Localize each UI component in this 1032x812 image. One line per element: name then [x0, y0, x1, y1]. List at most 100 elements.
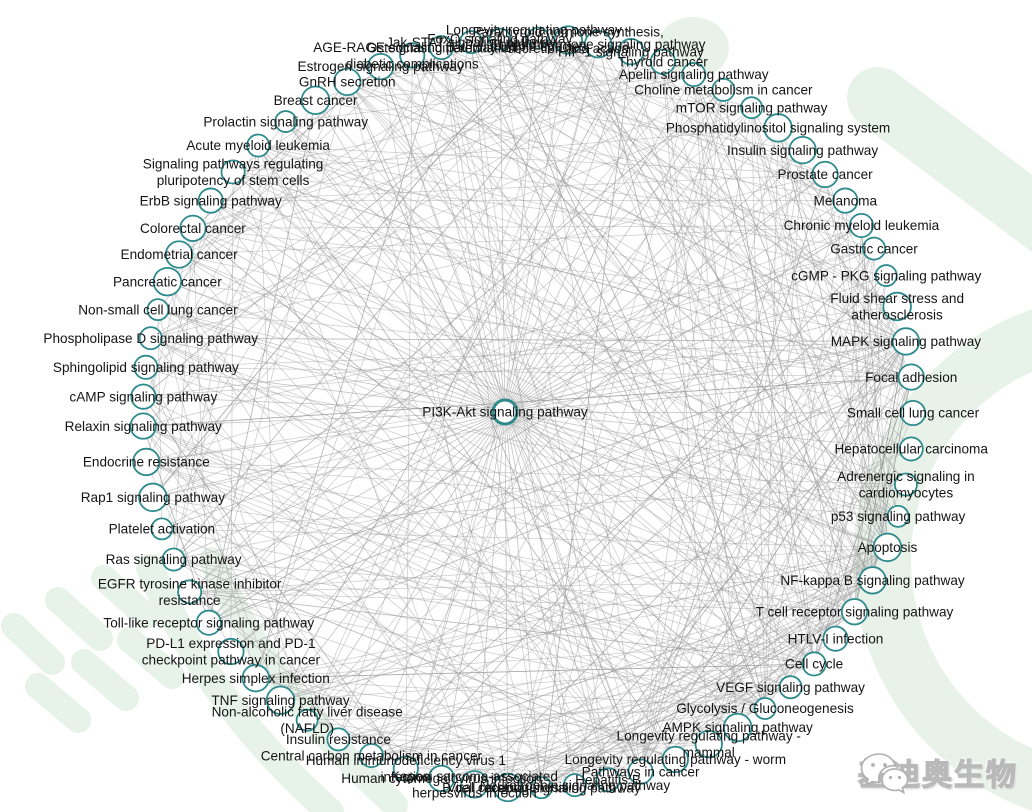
edge — [150, 337, 815, 665]
pathway-node-label: Gastric cancer — [830, 241, 918, 256]
edge — [257, 145, 899, 517]
edge — [347, 81, 907, 342]
pathway-node-label: Prostate cancer — [777, 167, 873, 182]
pathway-node — [493, 772, 523, 803]
edge — [861, 225, 888, 548]
edge — [380, 66, 912, 378]
edge — [380, 66, 752, 109]
edge — [255, 579, 873, 679]
pathway-node — [822, 625, 849, 652]
edge — [405, 248, 875, 769]
pathway-node — [217, 637, 245, 666]
edge — [145, 81, 348, 463]
edge — [152, 496, 855, 613]
pathway-node-label: Insulin signaling pathway — [727, 143, 878, 158]
pathway-node-label: mTOR signaling pathway — [676, 100, 828, 115]
pathway-node-label: Apoptosis — [858, 540, 918, 555]
edge — [813, 248, 875, 664]
pathway-node — [459, 30, 484, 55]
edge — [346, 81, 641, 772]
label-layer: Longevity regulating pathway -multiple s… — [43, 23, 988, 801]
edge — [597, 44, 766, 709]
pathway-node — [649, 48, 676, 75]
edge — [470, 41, 766, 709]
pathway-node-label: Platelet activation — [109, 522, 216, 537]
edge — [597, 44, 873, 581]
edge — [157, 309, 257, 679]
pathway-node — [891, 327, 921, 356]
logo-leaf-bar — [71, 649, 139, 711]
pathway-node-label: FoxO signaling pathway — [427, 32, 572, 47]
edge-layer — [142, 37, 914, 789]
edge — [145, 367, 281, 701]
hub-node — [491, 398, 519, 426]
pathway-node-label: Longevity regulating pathway - worm — [565, 752, 786, 767]
edge — [380, 66, 907, 342]
pathway-node-label: Small cell lung cancer — [847, 406, 980, 421]
pathway-node-label: Prolactin signaling pathway — [203, 114, 368, 129]
pathway-node — [197, 187, 224, 214]
pathway-node-label: Estrogen signaling pathway — [298, 59, 464, 74]
edge — [150, 107, 752, 339]
pathway-node-label: Ras signaling pathway — [106, 552, 242, 567]
edge — [441, 47, 641, 772]
edge — [607, 275, 887, 780]
edge — [507, 89, 724, 788]
edge — [257, 145, 676, 760]
edge — [143, 425, 815, 665]
edge — [179, 225, 862, 255]
pathway-node-label: Viral carcinogenesis — [447, 780, 569, 795]
pathway-node — [427, 764, 455, 792]
pathway-node-label: Toll-like receptor signaling pathway — [103, 615, 314, 630]
pathway-node — [617, 38, 645, 66]
edge — [574, 89, 724, 786]
edge — [150, 337, 766, 709]
pathway-node-label: B cell receptor signaling pathway — [442, 780, 641, 795]
pathway-node — [428, 35, 454, 61]
pathway-node — [460, 770, 489, 799]
edge — [504, 411, 899, 517]
pathway-node-label: Central carbon metabolism in cancer — [261, 748, 483, 763]
edge — [167, 281, 542, 788]
pathway-node — [874, 264, 898, 287]
edge — [255, 638, 836, 679]
edge — [441, 47, 542, 788]
edge — [210, 200, 907, 342]
edge — [764, 376, 912, 709]
edge — [285, 74, 694, 122]
pathway-node — [562, 773, 587, 798]
pathway-node-label: T cell receptor signaling pathway — [756, 604, 954, 619]
edge — [161, 528, 888, 548]
edge — [143, 396, 506, 413]
pathway-node-label: Hepatocellular carcinoma — [835, 442, 989, 457]
pathway-node — [722, 712, 753, 743]
edge — [338, 611, 855, 740]
edge — [854, 275, 887, 612]
edge — [255, 677, 641, 772]
edge — [167, 281, 506, 413]
pathway-node — [886, 504, 910, 528]
pathway-node — [778, 675, 803, 700]
edge — [173, 44, 599, 560]
edge — [764, 484, 907, 709]
pathway-node-label: Cell cycle — [785, 657, 843, 672]
edge — [189, 107, 752, 593]
edge — [693, 74, 888, 548]
edge — [541, 580, 873, 789]
pathway-node-label: cAMP signaling pathway — [69, 389, 217, 404]
pathway-node — [392, 755, 419, 782]
pathway-node-label: Breast cancer — [274, 93, 358, 108]
pathway-node — [265, 685, 296, 715]
pathway-node-label: Hepatitis B — [575, 773, 641, 788]
edge — [167, 281, 912, 378]
edge — [873, 248, 888, 548]
pathway-node-label: Longevity regulating pathway -multiple s… — [446, 23, 630, 55]
pathway-node-label: Pathways in cancer — [582, 764, 700, 779]
edge — [146, 461, 791, 688]
edge — [143, 425, 738, 728]
pathway-node — [195, 609, 222, 636]
pathway-node — [241, 664, 270, 693]
edge — [693, 74, 855, 612]
edge — [537, 37, 912, 450]
pathway-node — [326, 727, 351, 752]
